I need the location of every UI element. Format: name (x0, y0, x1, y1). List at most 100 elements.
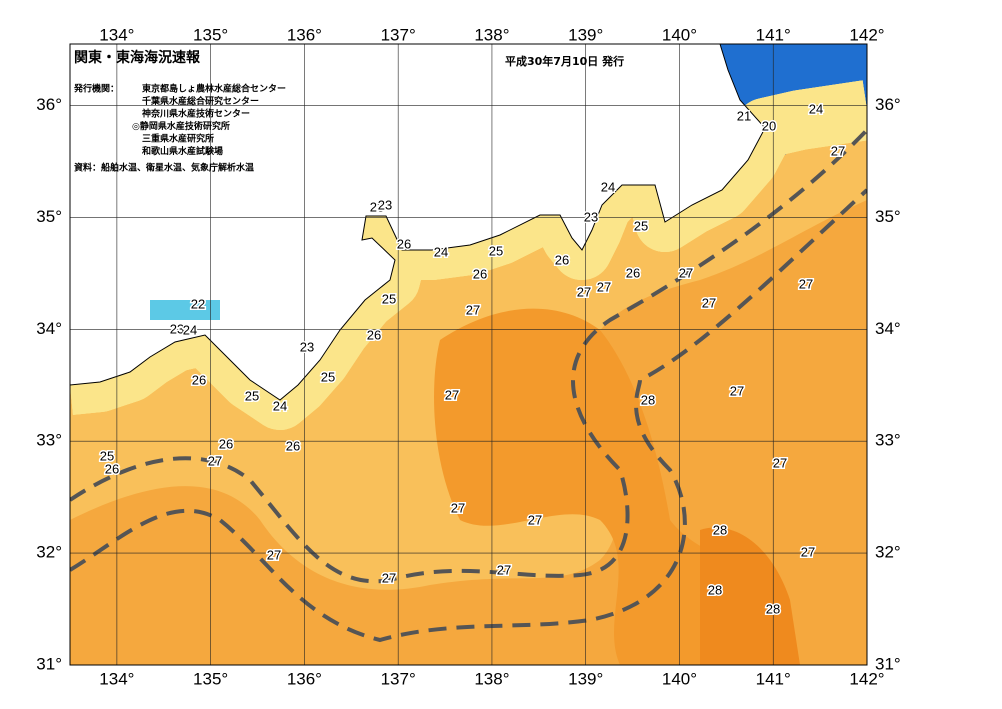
contour-label: 27 (801, 544, 815, 559)
x-tick-label: 135° (193, 25, 228, 44)
contour-label: 27 (466, 302, 480, 317)
contour-label: 26 (105, 461, 119, 476)
issue-date: 平成30年7月10日 発行 (505, 54, 624, 68)
grid (70, 44, 867, 665)
contour-label: 27 (702, 295, 716, 310)
x-tick-label: 137° (381, 669, 416, 688)
y-tick-label: 31° (36, 654, 62, 673)
source: 資料：船舶水温、衛星水温、気象庁解析水温 (74, 162, 254, 174)
current-paths (70, 128, 867, 643)
issuer-list: 東京都島しょ農林水産総合センター千葉県水産総合研究センター神奈川県水産技術センタ… (132, 83, 286, 158)
x-tick-label: 140° (662, 669, 697, 688)
x-tick-label: 138° (474, 25, 509, 44)
contour-label: 22 (191, 296, 205, 311)
contour-label: 28 (766, 601, 780, 616)
contour-label: 26 (555, 252, 569, 267)
contour-label: 27 (445, 387, 459, 402)
issuer: 三重県水産研究所 (142, 133, 214, 145)
y-tick-label: 32° (875, 543, 901, 562)
contour-label: 27 (597, 279, 611, 294)
contour-label: 28 (713, 522, 727, 537)
x-tick-label: 136° (287, 669, 322, 688)
y-tick-label: 34° (875, 319, 901, 338)
inland-sea (150, 300, 220, 320)
issuer: 和歌山県水産試験場 (141, 145, 223, 157)
x-tick-label: 141° (756, 669, 791, 688)
contour-label: 25 (245, 388, 259, 403)
contour-label: 26 (286, 438, 300, 453)
x-tick-label: 136° (287, 25, 322, 44)
y-tick-label: 35° (875, 207, 901, 226)
issuer: ◎静岡県水産技術研究所 (132, 120, 230, 132)
contour-label: 27 (528, 512, 542, 527)
x-tick-label: 135° (193, 669, 228, 688)
contour-label: 23 (170, 321, 184, 336)
title: 関東・東海海況速報 (74, 49, 201, 66)
contour-label: 23 (378, 197, 392, 212)
contour-label: 27 (382, 570, 396, 585)
y-tick-label: 33° (875, 431, 901, 450)
y-tick-label: 36° (875, 95, 901, 114)
contour-label: 27 (831, 143, 845, 158)
contour-label: 27 (208, 453, 222, 468)
contour-label: 24 (601, 179, 615, 194)
warmest-area (700, 527, 800, 665)
contour-label: 26 (219, 436, 233, 451)
contour-label: 20 (762, 118, 776, 133)
axes: 134° 134° 135° 135° 136° 136° 137° 137° 138° 138°… (36, 25, 900, 688)
contour-label: 27 (730, 383, 744, 398)
issuer: 千葉県水産総合研究センター (142, 95, 259, 107)
y-tick-label: 32° (36, 543, 62, 562)
contour-label: 27 (799, 276, 813, 291)
contour-label: 27 (577, 284, 591, 299)
x-tick-label: 134° (99, 25, 134, 44)
contour-label: 25 (382, 291, 396, 306)
x-tick-label: 134° (99, 669, 134, 688)
contour-label: 26 (626, 265, 640, 280)
issuer: 東京都島しょ農林水産総合センター (142, 83, 286, 95)
x-tick-label: 138° (474, 669, 509, 688)
x-tick-label: 137° (381, 25, 416, 44)
contour-label: 23 (584, 209, 598, 224)
contour-label: 26 (473, 266, 487, 281)
x-tick-label: 141° (756, 25, 791, 44)
land (70, 44, 766, 401)
contour-label: 25 (321, 369, 335, 384)
y-tick-label: 35° (36, 207, 62, 226)
contour-label: 28 (708, 582, 722, 597)
contour-label: 27 (267, 547, 281, 562)
issuer-label: 発行機関： (73, 83, 119, 95)
x-tick-label: 142° (849, 669, 884, 688)
y-tick-label: 36° (36, 95, 62, 114)
contour-label: 24 (434, 244, 448, 259)
contour-label: 27 (773, 455, 787, 470)
contour-label: 21 (737, 108, 751, 123)
contour-label: 24 (273, 398, 287, 413)
x-tick-label: 140° (662, 25, 697, 44)
contour-label: 25 (489, 243, 503, 258)
issuer: 神奈川県水産技術センター (142, 108, 250, 120)
y-tick-label: 31° (875, 654, 901, 673)
y-tick-label: 33° (36, 431, 62, 450)
x-tick-label: 142° (849, 25, 884, 44)
frame (69, 43, 868, 666)
contour-label: 23 (300, 339, 314, 354)
contour-label: 27 (497, 562, 511, 577)
x-tick-label: 139° (568, 669, 603, 688)
contour-label: 25 (100, 448, 114, 463)
contour-label: 26 (397, 236, 411, 251)
x-tick-label: 139° (568, 25, 603, 44)
contour-label: 24 (809, 101, 823, 116)
contour-label: 23 (370, 199, 384, 214)
contour-label: 28 (641, 392, 655, 407)
y-tick-label: 34° (36, 319, 62, 338)
contour-label: 27 (451, 500, 465, 515)
contour-label: 26 (192, 372, 206, 387)
contour-label: 25 (634, 218, 648, 233)
contour-label: 26 (367, 327, 381, 342)
contour-label: 24 (183, 322, 197, 337)
contour-label: 27 (679, 265, 693, 280)
